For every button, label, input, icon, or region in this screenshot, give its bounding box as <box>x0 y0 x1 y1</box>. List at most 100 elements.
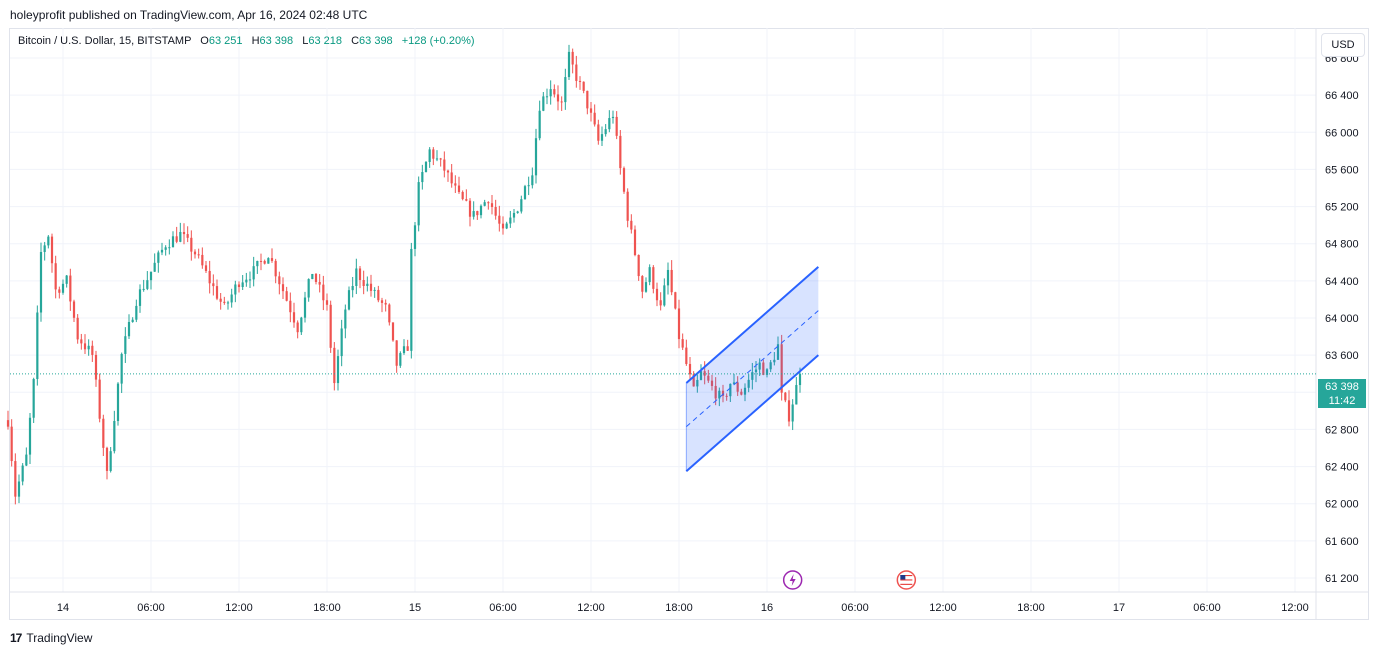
candle-body <box>61 283 65 293</box>
candle-body <box>626 191 629 221</box>
candle-body <box>784 392 787 401</box>
candle-body <box>116 383 120 421</box>
candle-body <box>721 390 725 396</box>
candle-body <box>314 273 318 282</box>
candle-body <box>571 51 574 65</box>
candle-body <box>160 249 164 253</box>
candle-body <box>402 346 406 354</box>
x-tick-label: 12:00 <box>225 602 253 614</box>
candle-body <box>641 276 644 292</box>
candle-body <box>743 387 747 395</box>
candle-body <box>347 290 351 310</box>
symbol-name[interactable]: Bitcoin / U.S. Dollar, 15, BITSTAMP <box>18 35 192 47</box>
candle-body <box>10 426 13 462</box>
candle-body <box>611 116 615 119</box>
candle-body <box>549 89 552 97</box>
candle-body <box>281 284 285 292</box>
candle-body <box>124 336 127 354</box>
candle-body <box>182 231 186 235</box>
candle-body <box>6 420 10 427</box>
candle-body <box>274 260 277 277</box>
y-tick-label: 64 400 <box>1325 276 1359 288</box>
candle-body <box>718 390 721 399</box>
candle-body <box>241 282 244 288</box>
candle-body <box>725 395 728 397</box>
candle-body <box>17 481 21 497</box>
candle-body <box>270 258 274 261</box>
candle-body <box>659 300 662 306</box>
low-label: L <box>302 35 309 47</box>
candle-body <box>54 263 57 290</box>
candle-body <box>699 371 703 380</box>
candle-body <box>487 202 490 204</box>
candle-body <box>406 346 409 351</box>
candle-body <box>234 284 237 295</box>
y-tick-label: 63 600 <box>1325 350 1359 362</box>
candle-body <box>369 283 373 291</box>
candle-body <box>278 276 281 285</box>
candle-body <box>197 254 200 256</box>
x-tick-label: 18:00 <box>665 602 693 614</box>
candle-body <box>329 304 332 348</box>
candle-body <box>476 211 479 216</box>
candle-body <box>597 124 600 141</box>
candle-body <box>120 353 123 384</box>
candle-body <box>303 297 307 318</box>
candle-body <box>608 118 611 130</box>
candle-body <box>439 158 442 160</box>
x-tick-label: 06:00 <box>137 602 165 614</box>
last-price-value: 63 398 <box>1325 381 1359 393</box>
open-value: 63 251 <box>208 35 243 47</box>
candle-body <box>322 284 325 301</box>
parallel-channel-fill <box>686 266 819 472</box>
candle-body <box>578 80 582 82</box>
candle-body <box>105 447 109 471</box>
candle-body <box>50 236 54 264</box>
x-tick-label: 06:00 <box>489 602 517 614</box>
candle-body <box>688 363 692 375</box>
candle-body <box>619 135 622 169</box>
y-tick-label: 62 400 <box>1325 462 1359 474</box>
candle-body <box>267 258 270 264</box>
candle-body <box>468 200 472 217</box>
candle-body <box>289 300 292 313</box>
candle-body <box>424 161 428 173</box>
y-tick-label: 64 000 <box>1325 313 1359 325</box>
candle-body <box>663 285 666 306</box>
y-tick-label: 64 800 <box>1325 239 1359 251</box>
candle-body <box>373 289 376 291</box>
tradingview-brand[interactable]: TradingView <box>26 631 93 645</box>
candle-body <box>751 372 754 380</box>
candle-body <box>655 288 659 301</box>
candle-body <box>604 129 607 135</box>
candle-body <box>736 382 739 392</box>
candle-body <box>505 223 508 229</box>
candle-body <box>164 247 167 250</box>
x-tick-label: 16 <box>761 602 773 614</box>
candle-body <box>762 362 765 375</box>
candle-body <box>531 175 534 186</box>
open-label: O <box>200 35 209 47</box>
candle-body <box>25 454 28 466</box>
flag-stripe <box>900 581 913 583</box>
candle-body <box>622 168 626 192</box>
candle-body <box>344 309 347 329</box>
candle-body <box>428 149 431 162</box>
candle-body <box>765 369 769 375</box>
flag-stripe <box>900 575 913 577</box>
candle-body <box>754 369 758 373</box>
candle-body <box>336 356 340 384</box>
candle-body <box>146 280 149 289</box>
x-tick-label: 18:00 <box>313 602 341 614</box>
candle-body <box>795 385 798 405</box>
flag-stripe <box>900 577 913 579</box>
y-tick-label: 65 600 <box>1325 164 1359 176</box>
currency-button[interactable]: USD <box>1321 33 1365 57</box>
x-tick-label: 15 <box>409 602 421 614</box>
candle-body <box>142 288 145 290</box>
candle-body <box>575 64 578 81</box>
chart-frame <box>9 28 1369 620</box>
candle-body <box>256 260 259 267</box>
candle-body <box>564 77 567 103</box>
